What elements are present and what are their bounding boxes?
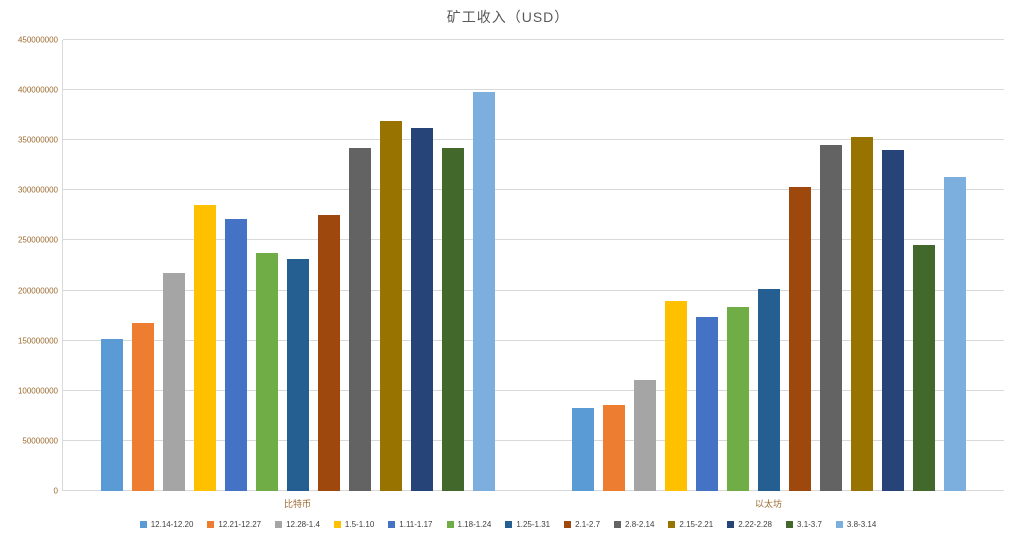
gridline (63, 89, 1004, 91)
bar-1.5-1.10 (194, 205, 217, 491)
legend-item-3.8-3.14: 3.8-3.14 (835, 520, 877, 529)
y-axis-tick-label: 300000000 (17, 185, 58, 195)
bar-3.8-3.14 (943, 177, 966, 491)
y-axis-tick-label: 0 (53, 486, 58, 496)
bar-12.28-1.4 (633, 379, 656, 491)
bar-1.18-1.24 (726, 306, 749, 491)
bar-2.15-2.21 (850, 137, 873, 491)
legend-swatch-icon (727, 521, 735, 528)
legend-label: 12.28-1.4 (286, 520, 320, 529)
legend-item-1.5-1.10: 1.5-1.10 (333, 520, 375, 529)
bar-1.11-1.17 (695, 316, 718, 491)
bar-2.1-2.7 (788, 187, 811, 491)
legend-item-1.11-1.17: 1.11-1.17 (388, 520, 433, 529)
y-axis-tick-label: 350000000 (17, 135, 58, 145)
legend-label: 3.1-3.7 (797, 520, 822, 529)
legend-swatch-icon (835, 521, 843, 528)
legend-item-1.18-1.24: 1.18-1.24 (446, 520, 492, 529)
gridline (63, 389, 1004, 391)
bar-12.21-12.27 (132, 322, 155, 491)
legend-label: 12.21-12.27 (218, 520, 262, 529)
y-axis-tick-label: 400000000 (17, 85, 58, 95)
legend-swatch-icon (564, 521, 572, 528)
legend-label: 1.25-1.31 (516, 520, 551, 529)
legend-swatch-icon (333, 521, 341, 528)
legend-item-12.28-1.4: 12.28-1.4 (275, 520, 320, 529)
legend-label: 1.18-1.24 (457, 520, 492, 529)
legend-item-1.25-1.31: 1.25-1.31 (505, 520, 550, 529)
bar-1.18-1.24 (256, 253, 279, 491)
y-axis-tick-label: 450000000 (17, 35, 58, 45)
legend-swatch-icon (139, 521, 147, 528)
legend: 12.14-12.20 12.21-12.27 12.28-1.4 1.5-1.10 1… (0, 520, 1016, 529)
gridline (63, 189, 1004, 191)
bar-12.21-12.27 (602, 404, 625, 491)
legend-swatch-icon (446, 521, 454, 528)
legend-swatch-icon (207, 521, 215, 528)
legend-label: 2.1-2.7 (575, 520, 601, 529)
gridline (63, 239, 1004, 241)
y-axis-tick-label: 150000000 (17, 336, 58, 346)
y-axis-tick-label: 100000000 (17, 386, 58, 396)
y-axis-tick-label: 200000000 (17, 286, 58, 296)
bar-12.28-1.4 (163, 272, 186, 491)
legend-swatch-icon (614, 521, 622, 528)
gridline (63, 39, 1004, 40)
bar-2.8-2.14 (349, 148, 372, 491)
legend-label: 1.11-1.17 (399, 520, 433, 529)
legend-swatch-icon (505, 521, 513, 528)
bar-1.25-1.31 (757, 288, 780, 491)
legend-swatch-icon (275, 521, 283, 528)
legend-item-2.15-2.21: 2.15-2.21 (668, 520, 713, 529)
bar-2.1-2.7 (318, 215, 341, 491)
y-axis-tick-label: 250000000 (17, 235, 58, 245)
bar-12.14-12.20 (571, 407, 594, 491)
gridline (63, 339, 1004, 341)
bar-3.8-3.14 (473, 92, 496, 491)
legend-item-3.1-3.7: 3.1-3.7 (786, 520, 822, 529)
legend-item-2.1-2.7: 2.1-2.7 (564, 520, 600, 529)
bar-2.22-2.28 (411, 128, 434, 491)
bar-3.1-3.7 (912, 245, 935, 491)
gridline (63, 439, 1004, 441)
category-label-bitcoin: 比特币 (283, 499, 311, 509)
legend-item-12.21-12.27: 12.21-12.27 (207, 520, 261, 529)
legend-item-12.14-12.20: 12.14-12.20 (139, 520, 194, 529)
y-axis-tick-label: 50000000 (22, 436, 58, 446)
legend-label: 12.14-12.20 (150, 520, 194, 529)
bar-2.8-2.14 (819, 145, 842, 491)
bar-1.25-1.31 (287, 258, 310, 491)
legend-label: 1.5-1.10 (344, 520, 375, 529)
bar-group-ethereum (534, 40, 1005, 491)
legend-item-2.22-2.28: 2.22-2.28 (727, 520, 772, 529)
category-label-ethereum: 以太坊 (754, 499, 782, 509)
legend-swatch-icon (668, 521, 676, 528)
legend-label: 2.22-2.28 (738, 520, 773, 529)
legend-label: 2.15-2.21 (679, 520, 714, 529)
chart-title: 矿工收入（USD） (446, 9, 570, 25)
bar-1.5-1.10 (664, 300, 687, 491)
gridline (63, 139, 1004, 141)
plot-area (62, 39, 1004, 491)
bar-group-bitcoin (63, 40, 534, 491)
legend-swatch-icon (388, 521, 396, 528)
gridline (63, 289, 1004, 291)
legend-label: 2.8-2.14 (625, 520, 655, 529)
legend-label: 3.8-3.14 (846, 520, 877, 529)
legend-swatch-icon (786, 521, 794, 528)
bar-1.11-1.17 (225, 219, 248, 491)
bar-2.15-2.21 (380, 121, 403, 491)
category-axis: 比特币 以太坊 (62, 497, 1004, 510)
x-axis-line (63, 490, 1004, 491)
legend-item-2.8-2.14: 2.8-2.14 (614, 520, 654, 529)
bar-groups (63, 40, 1004, 491)
bar-2.22-2.28 (881, 150, 904, 491)
bar-3.1-3.7 (442, 148, 465, 491)
bar-12.14-12.20 (101, 338, 124, 491)
